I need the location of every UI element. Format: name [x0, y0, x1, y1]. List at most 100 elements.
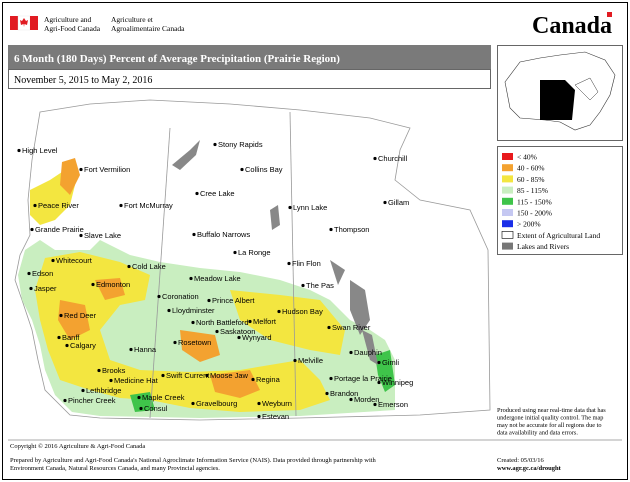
title-bar: [8, 45, 491, 69]
city-dot: [215, 329, 219, 334]
city-label: Brandon: [330, 389, 358, 398]
city-label: Winnipeg: [382, 378, 413, 387]
inset-map: [497, 45, 623, 141]
city-dot: [207, 298, 211, 303]
city-label: Meadow Lake: [194, 274, 241, 283]
city-dot: [373, 156, 377, 161]
city-dot: [119, 203, 123, 208]
legend-label: Extent of Agricultural Land: [517, 231, 600, 240]
city-label: Red Deer: [64, 311, 97, 320]
legend-swatch: [502, 186, 513, 194]
city-dot: [191, 320, 195, 325]
city-dot: [240, 167, 244, 172]
city-dot: [137, 395, 141, 400]
legend-label: > 200%: [517, 220, 541, 229]
legend-label: 60 - 85%: [517, 175, 545, 184]
city-label: Prince Albert: [212, 296, 255, 305]
city-dot: [30, 227, 34, 232]
legend-label: < 40%: [517, 153, 537, 162]
city-dot: [377, 380, 381, 385]
city-dot: [277, 309, 281, 314]
city-dot: [293, 358, 297, 363]
city-label: Peace River: [38, 201, 79, 210]
city-label: Maple Creek: [142, 393, 185, 402]
city-label: Buffalo Narrows: [197, 230, 250, 239]
city-label: Churchill: [378, 154, 408, 163]
prepared-by: Environment Canada, Natural Resources Ca…: [10, 465, 220, 472]
city-dot: [373, 402, 377, 407]
city-label: Gravelbourg: [196, 399, 237, 408]
city-label: Consul: [144, 404, 168, 413]
city-label: Fort Vermilion: [84, 165, 130, 174]
city-label: Slave Lake: [84, 231, 121, 240]
city-label: Moose Jaw: [210, 371, 249, 380]
city-label: Estevan: [262, 412, 289, 421]
city-dot: [301, 283, 305, 288]
city-label: Coronation: [162, 292, 199, 301]
city-dot: [287, 261, 291, 266]
city-label: Jasper: [34, 284, 57, 293]
city-label: Calgary: [70, 341, 96, 350]
city-dot: [109, 378, 113, 383]
city-label: Melville: [298, 356, 323, 365]
city-label: Rosetown: [178, 338, 211, 347]
city-label: Morden: [354, 395, 379, 404]
city-dot: [65, 343, 69, 348]
city-dot: [383, 200, 387, 205]
city-dot: [251, 377, 255, 382]
url: www.agr.gc.ca/drought: [497, 465, 562, 472]
city-dot: [257, 414, 261, 419]
legend-label: 40 - 60%: [517, 164, 545, 173]
city-label: North Battleford: [196, 318, 249, 327]
city-label: Stony Rapids: [218, 140, 263, 149]
department-fr: Agriculture et: [111, 15, 154, 24]
city-dot: [248, 319, 252, 324]
city-dot: [127, 264, 131, 269]
city-label: Hudson Bay: [282, 307, 323, 316]
city-label: Regina: [256, 375, 281, 384]
city-label: Thompson: [334, 225, 369, 234]
legend-label: 115 - 150%: [517, 197, 552, 206]
department-en: Agri-Food Canada: [44, 24, 101, 33]
city-dot: [161, 373, 165, 378]
city-label: Saskatoon: [220, 327, 255, 336]
city-dot: [205, 373, 209, 378]
city-label: Lynn Lake: [293, 203, 327, 212]
city-label: Emerson: [378, 400, 408, 409]
city-label: Lloydminster: [172, 306, 215, 315]
city-dot: [57, 335, 61, 340]
city-dot: [329, 376, 333, 381]
title: 6 Month (180 Days) Percent of Average Pr…: [14, 53, 340, 65]
note: Produced using near real-time data that …: [497, 407, 606, 437]
city-dot: [213, 142, 217, 147]
city-label: Flin Flon: [292, 259, 321, 268]
city-dot: [129, 347, 133, 352]
city-dot: [349, 350, 353, 355]
period-box: [8, 69, 491, 89]
city-dot: [79, 233, 83, 238]
copyright: Copyright © 2016 Agriculture & Agri-Food…: [10, 443, 145, 450]
city-label: Medicine Hat: [114, 376, 159, 385]
city-dot: [327, 325, 331, 330]
city-dot: [91, 282, 95, 287]
city-dot: [139, 406, 143, 411]
city-dot: [79, 167, 83, 172]
period: November 5, 2015 to May 2, 2016: [14, 75, 152, 86]
legend-label: 85 - 115%: [517, 186, 548, 195]
legend-swatch: [502, 242, 513, 250]
city-label: Banff: [62, 333, 80, 342]
cities: Stony Rapids Churchill High Level Fort Verm…: [17, 140, 413, 421]
legend-label: 150 - 200%: [517, 209, 552, 218]
city-dot: [173, 340, 177, 345]
city-dot: [157, 294, 161, 299]
city-label: Hanna: [134, 345, 157, 354]
city-label: Weyburn: [262, 399, 292, 408]
city-label: High Level: [22, 146, 58, 155]
legend-box: [497, 146, 623, 255]
prairie-map: [14, 99, 491, 421]
legend-swatch: [502, 220, 513, 228]
city-dot: [167, 308, 171, 313]
city-dot: [189, 276, 193, 281]
